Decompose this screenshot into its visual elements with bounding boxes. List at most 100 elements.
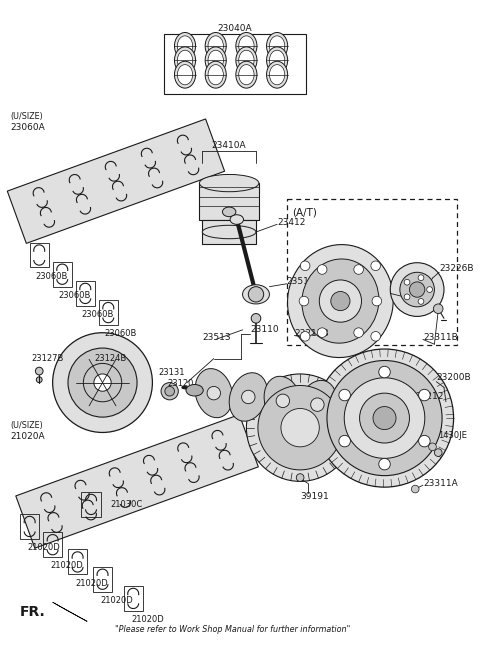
Text: 23040A: 23040A — [217, 24, 252, 33]
Polygon shape — [7, 119, 225, 243]
Circle shape — [331, 291, 350, 310]
Circle shape — [373, 407, 396, 430]
Text: FR.: FR. — [20, 605, 46, 619]
Circle shape — [281, 409, 319, 447]
Text: (U/SIZE): (U/SIZE) — [11, 112, 43, 121]
Text: 23212: 23212 — [415, 393, 444, 402]
Circle shape — [327, 361, 442, 475]
Text: 23311A: 23311A — [423, 479, 457, 488]
Circle shape — [276, 394, 289, 408]
Polygon shape — [53, 602, 87, 621]
Text: 23060A: 23060A — [11, 123, 45, 132]
Text: 23124B: 23124B — [95, 354, 127, 363]
Text: 21020D: 21020D — [132, 615, 164, 624]
Text: 23060B: 23060B — [36, 272, 68, 280]
Circle shape — [344, 378, 425, 458]
Text: 39191: 39191 — [300, 492, 329, 501]
Text: 23060B: 23060B — [82, 310, 114, 319]
Ellipse shape — [174, 33, 195, 59]
Circle shape — [36, 377, 42, 383]
Circle shape — [418, 299, 424, 304]
Text: 23510: 23510 — [287, 277, 315, 286]
Circle shape — [300, 331, 310, 341]
Circle shape — [404, 279, 410, 285]
Text: 23513: 23513 — [202, 333, 231, 342]
Ellipse shape — [239, 50, 254, 70]
Text: 1430JE: 1430JE — [438, 431, 467, 440]
Ellipse shape — [269, 65, 285, 85]
Circle shape — [409, 282, 425, 297]
Bar — [202, 220, 256, 244]
Circle shape — [371, 261, 381, 271]
Circle shape — [84, 363, 122, 402]
Circle shape — [354, 328, 363, 338]
Ellipse shape — [222, 207, 236, 216]
Circle shape — [251, 314, 261, 323]
Circle shape — [207, 387, 220, 400]
Ellipse shape — [264, 376, 301, 425]
Text: 23060B: 23060B — [59, 291, 91, 300]
Text: 21020D: 21020D — [76, 578, 108, 587]
Ellipse shape — [177, 65, 192, 85]
Circle shape — [246, 374, 354, 481]
Circle shape — [258, 385, 342, 470]
Bar — [199, 183, 259, 220]
Circle shape — [68, 348, 137, 417]
Circle shape — [317, 328, 327, 338]
Ellipse shape — [236, 61, 257, 88]
Text: 23410A: 23410A — [212, 141, 246, 150]
Ellipse shape — [269, 36, 285, 56]
Ellipse shape — [236, 47, 257, 74]
Ellipse shape — [288, 244, 393, 357]
Text: 21020D: 21020D — [28, 543, 60, 552]
Text: 23211B: 23211B — [294, 329, 329, 338]
Text: 21020D: 21020D — [101, 596, 133, 605]
Bar — [287, 200, 457, 345]
Text: 23120: 23120 — [168, 379, 194, 388]
Text: (A/T): (A/T) — [292, 208, 317, 218]
Circle shape — [427, 287, 432, 293]
Circle shape — [311, 398, 324, 411]
Circle shape — [379, 366, 390, 378]
Circle shape — [434, 449, 442, 456]
Ellipse shape — [298, 380, 336, 429]
Text: 23412: 23412 — [277, 218, 305, 227]
Ellipse shape — [230, 215, 243, 224]
Ellipse shape — [205, 47, 226, 74]
Circle shape — [36, 367, 43, 375]
Circle shape — [315, 349, 454, 487]
Bar — [164, 35, 306, 94]
Circle shape — [379, 458, 390, 470]
Circle shape — [165, 387, 174, 396]
Ellipse shape — [239, 65, 254, 85]
Text: (U/SIZE): (U/SIZE) — [11, 421, 43, 430]
Ellipse shape — [239, 36, 254, 56]
Ellipse shape — [302, 259, 379, 343]
Circle shape — [372, 296, 382, 306]
Circle shape — [161, 383, 178, 400]
Text: 23127B: 23127B — [32, 354, 64, 363]
Circle shape — [241, 391, 255, 404]
Circle shape — [339, 436, 350, 447]
Circle shape — [390, 263, 444, 316]
Ellipse shape — [205, 61, 226, 88]
Ellipse shape — [208, 36, 223, 56]
Circle shape — [418, 274, 424, 280]
Circle shape — [319, 280, 361, 322]
Ellipse shape — [177, 36, 192, 56]
Text: 23060B: 23060B — [105, 329, 137, 338]
Text: 21020D: 21020D — [51, 561, 84, 570]
Text: 23131: 23131 — [158, 368, 185, 377]
Ellipse shape — [186, 385, 203, 396]
Circle shape — [404, 294, 410, 300]
Circle shape — [371, 331, 381, 341]
Circle shape — [53, 333, 153, 432]
Ellipse shape — [195, 368, 232, 418]
Circle shape — [433, 304, 443, 314]
Circle shape — [317, 265, 327, 274]
Text: 23110: 23110 — [250, 325, 279, 334]
Circle shape — [248, 287, 264, 302]
Text: 23311B: 23311B — [423, 333, 457, 342]
Ellipse shape — [174, 61, 195, 88]
Ellipse shape — [229, 373, 267, 421]
